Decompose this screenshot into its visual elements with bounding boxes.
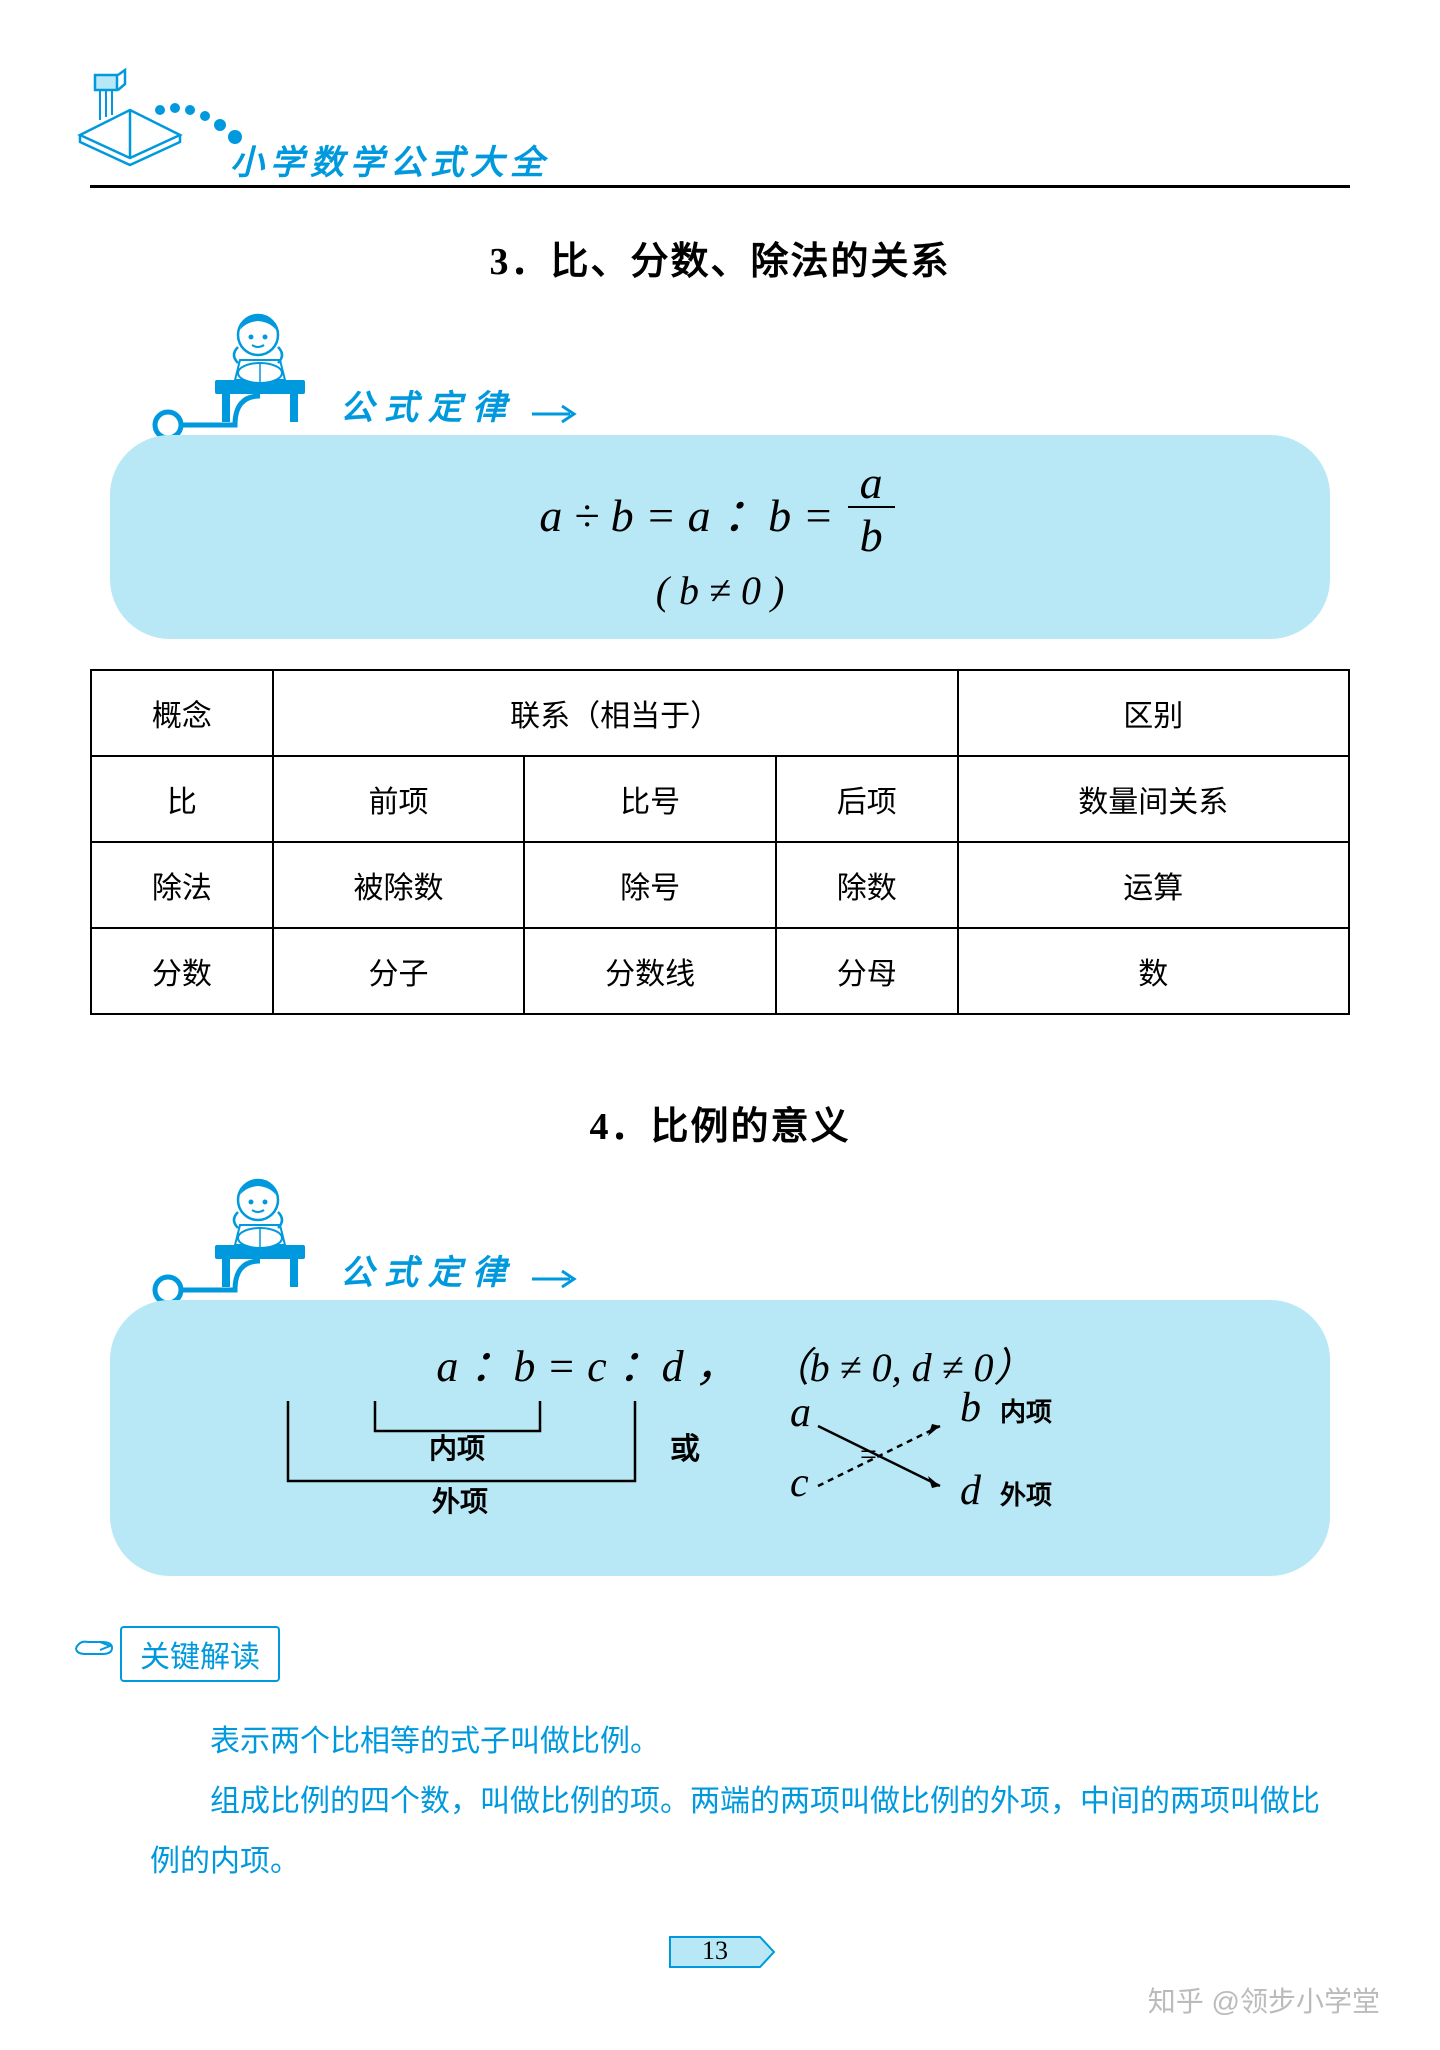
pointing-hand-icon: [72, 1630, 116, 1670]
cross-diagram: a c b d = 内项 外项: [760, 1376, 1180, 1531]
formula-prefix: a ÷ b = a ：b =: [539, 479, 833, 545]
svg-text:=: =: [860, 1438, 877, 1471]
table-cell: 比号: [524, 756, 776, 842]
arrow-icon-2: [530, 1265, 590, 1300]
page-number: 13: [660, 1929, 780, 1980]
section3-title: 3．比、分数、除法的关系: [90, 230, 1350, 285]
table-cell: 数: [958, 928, 1349, 1014]
table-cell: 运算: [958, 842, 1349, 928]
svg-text:c: c: [790, 1460, 809, 1506]
frac-denominator: b: [848, 508, 895, 563]
formula-header-2: 公式定律: [130, 1170, 1350, 1300]
table-cell: 被除数: [273, 842, 525, 928]
table-cell: 区别: [958, 670, 1349, 756]
table-cell: 除法: [91, 842, 273, 928]
table-row: 概念 联系（相当于） 区别: [91, 670, 1349, 756]
cartoon-student-icon: [190, 305, 330, 430]
or-label: 或: [670, 1424, 700, 1468]
table-cell: 分母: [776, 928, 958, 1014]
ratio-text: a ：b = c ：d ，: [436, 1342, 738, 1391]
section4-title: 4．比例的意义: [90, 1095, 1350, 1150]
header-underline: [90, 185, 1350, 188]
header-title: 小学数学公式大全: [230, 135, 550, 184]
formula-label-1: 公式定律: [340, 380, 516, 429]
cartoon-student-icon-2: [190, 1170, 330, 1295]
key-reading-text: 关键解读: [140, 1641, 260, 1674]
bracket-diagram: 内项 外项 或 a c b d = 内项 外项: [150, 1396, 1290, 1526]
svg-text:d: d: [960, 1468, 982, 1514]
formula-header-1: 公式定律: [130, 305, 1350, 435]
table-cell: 联系（相当于）: [273, 670, 958, 756]
formula-box-1: a ÷ b = a ：b = a b ( b ≠ 0 ): [110, 435, 1330, 639]
frac-numerator: a: [848, 460, 895, 508]
table-cell: 后项: [776, 756, 958, 842]
table-cell: 概念: [91, 670, 273, 756]
svg-text:13: 13: [702, 1936, 728, 1965]
table-cell: 除数: [776, 842, 958, 928]
page-header: 小学数学公式大全: [90, 40, 1350, 190]
svg-text:a: a: [790, 1390, 811, 1436]
table-cell: 分子: [273, 928, 525, 1014]
table-cell: 前项: [273, 756, 525, 842]
formula-main-1: a ÷ b = a ：b = a b: [539, 460, 900, 563]
svg-text:内项: 内项: [1000, 1398, 1052, 1427]
relation-table: 概念 联系（相当于） 区别 比 前项 比号 后项 数量间关系 除法 被除数 除号…: [90, 669, 1350, 1015]
fraction: a b: [848, 460, 895, 563]
table-cell: 除号: [524, 842, 776, 928]
inner-label: 内项: [429, 1433, 485, 1465]
reading-para-2: 组成比例的四个数，叫做比例的项。两端的两项叫做比例的外项，中间的两项叫做比例的内…: [150, 1772, 1330, 1892]
svg-text:b: b: [960, 1385, 981, 1431]
table-cell: 数量间关系: [958, 756, 1349, 842]
reading-para-1: 表示两个比相等的式子叫做比例。: [150, 1712, 1330, 1772]
outer-label: 外项: [432, 1486, 488, 1518]
table-row: 除法 被除数 除号 除数 运算: [91, 842, 1349, 928]
formula-label-2: 公式定律: [340, 1245, 516, 1294]
table-cell: 分数: [91, 928, 273, 1014]
key-reading-label: 关键解读: [120, 1626, 280, 1682]
arrow-icon-1: [530, 400, 590, 435]
formula-box-2: a ：b = c ：d ， （b ≠ 0, d ≠ 0） 内项 外项 或 a c…: [110, 1300, 1330, 1576]
reading-body: 表示两个比相等的式子叫做比例。 组成比例的四个数，叫做比例的项。两端的两项叫做比…: [150, 1712, 1330, 1892]
table-cell: 比: [91, 756, 273, 842]
header-book-icon: [70, 40, 250, 175]
table-cell: 分数线: [524, 928, 776, 1014]
watermark: 知乎 @领步小学堂: [1148, 1980, 1380, 2020]
table-row: 分数 分子 分数线 分母 数: [91, 928, 1349, 1014]
table-row: 比 前项 比号 后项 数量间关系: [91, 756, 1349, 842]
svg-text:外项: 外项: [1000, 1481, 1052, 1510]
formula-condition: ( b ≠ 0 ): [150, 567, 1290, 614]
